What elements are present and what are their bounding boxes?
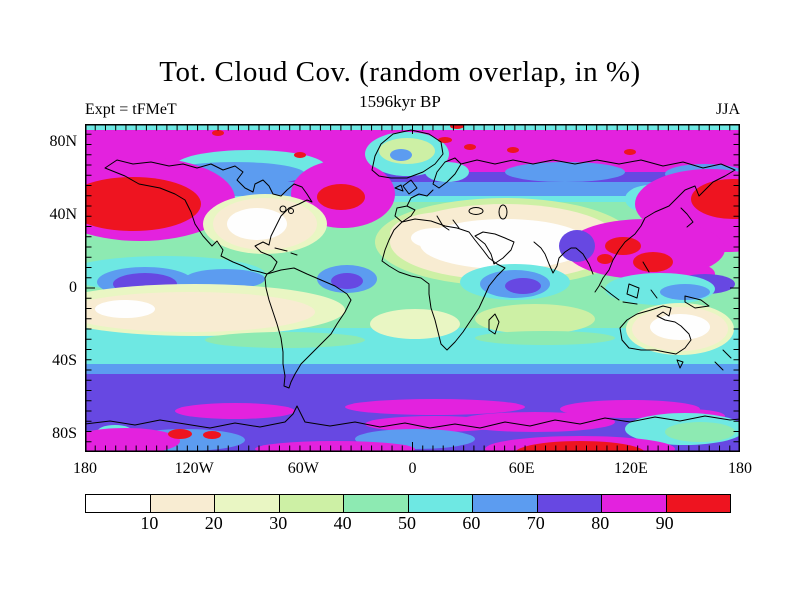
coast-north-america [104,159,313,275]
coastlines [85,129,740,429]
red-blob-antarctic-coast [515,441,645,452]
coast-japan [680,207,694,228]
colorbar-segment [473,495,538,512]
coast-indonesia [600,261,710,309]
coast-arabia [474,231,515,265]
lon-tick-label: 0 [408,460,417,477]
lon-tick-label: 60E [508,460,535,477]
lat-tick-label: 80S [52,424,77,442]
lon-tick-label: 180 [728,460,752,477]
colorbar-tick-label: 90 [655,513,674,533]
colorbar-segment [344,495,409,512]
coast-new-zealand [714,349,732,371]
arctic-red-spot [212,130,224,136]
coast-greenland [371,129,444,179]
colorbar-tick-label: 20 [204,513,223,533]
coast-south-america [264,267,352,389]
contour-fills [85,124,740,452]
lat-tick-label: 80N [49,133,77,151]
colorbar-tick-label: 40 [333,513,352,533]
colorbar-segment [537,495,602,512]
colorbar-tick-label: 70 [526,513,545,533]
colorbar-tick-label: 10 [140,513,159,533]
lon-tick-label: 120E [613,460,648,477]
colorbar-segment [86,495,151,512]
map-panel [85,124,740,452]
coast-antarctica [85,405,740,429]
colorbar-tick-label: 30 [269,513,288,533]
coast-india [533,241,594,275]
map-frame [85,124,740,452]
colorbar-tick-label: 80 [591,513,610,533]
colorbar [85,494,731,513]
figure-title: Tot. Cloud Cov. (random overlap, in %) [159,56,641,88]
coast-europe [394,157,462,231]
colorbar-segment [602,495,667,512]
axis-ticks [86,125,739,451]
figure-subtitle: 1596kyr BP [359,92,441,111]
red-blob-north-pacific [85,177,201,231]
cloud-cover-map [85,124,740,452]
colorbar-segment [215,495,280,512]
colorbar-segment [666,495,730,512]
coast-australia [619,305,692,369]
lon-tick-label: 60W [287,460,319,477]
lat-tick-label: 40N [49,206,77,224]
colorbar-segment [279,495,344,512]
colorbar-segment [408,495,473,512]
season-label: JJA [715,101,740,118]
coast-siberia [460,159,736,171]
lat-tick-label: 0 [69,279,77,296]
red-blob-northwest-pacific [691,179,740,219]
lon-tick-label: 180 [73,460,97,477]
experiment-label: Expt = tFMeT [85,101,177,118]
red-blob-north-atlantic [317,184,365,210]
coast-africa [381,218,506,351]
lon-tick-label: 120W [174,460,214,477]
red-blob-bay-of-bengal [605,237,641,255]
coast-east-asia [594,169,736,293]
lat-tick-label: 40S [52,351,77,369]
colorbar-segment [150,495,215,512]
colorbar-tick-label: 50 [398,513,416,533]
colorbar-tick-label: 60 [462,513,481,533]
